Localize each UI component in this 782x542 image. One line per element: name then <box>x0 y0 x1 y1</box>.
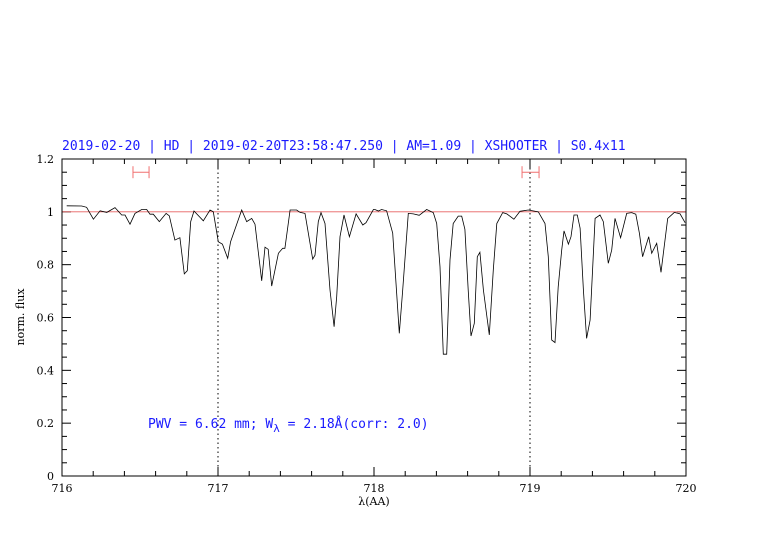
chart-marks <box>62 159 686 476</box>
y-tick-label: 0.8 <box>37 259 55 272</box>
fit-range-marker <box>521 166 540 179</box>
y-tick-label: 0 <box>47 470 54 483</box>
y-tick-label: 1 <box>47 206 54 219</box>
y-axis-label: norm. flux <box>14 288 27 346</box>
x-tick-label: 719 <box>520 482 541 495</box>
x-tick-label: 716 <box>52 482 73 495</box>
x-axis-label: λ(AA) <box>358 495 389 508</box>
y-tick-label: 0.4 <box>37 364 55 377</box>
spectrum-line <box>66 205 686 355</box>
x-tick-label: 720 <box>676 482 697 495</box>
chart-title: 2019-02-20 | HD | 2019-02-20T23:58:47.25… <box>62 139 626 154</box>
x-tick-label: 717 <box>208 482 229 495</box>
x-tick-label: 718 <box>364 482 385 495</box>
annotation-prefix: PWV = 6.62 mm; W <box>148 417 273 432</box>
fit-range-marker <box>132 166 150 179</box>
plot-frame <box>61 158 687 477</box>
annotation-suffix: = 2.18Å(corr: 2.0) <box>280 416 429 432</box>
x-tick-labels: 716 717 718 719 720 <box>52 482 697 495</box>
pwv-annotation: PWV = 6.62 mm; Wλ = 2.18Å(corr: 2.0) <box>148 416 429 435</box>
y-tick-labels: 0 0.2 0.4 0.6 0.8 1 1.2 <box>37 153 55 483</box>
y-tick-label: 0.2 <box>37 417 55 430</box>
annotation-subscript: λ <box>273 422 280 435</box>
y-tick-label: 1.2 <box>37 153 55 166</box>
y-tick-label: 0.6 <box>37 312 55 325</box>
